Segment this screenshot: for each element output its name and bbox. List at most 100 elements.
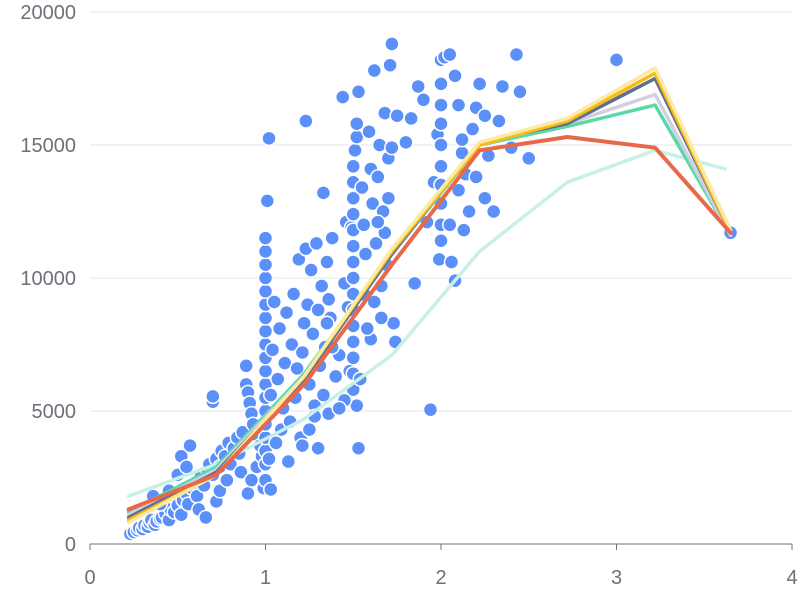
scatter-point[interactable]	[403, 110, 419, 127]
scatter-point[interactable]	[303, 262, 319, 278]
scatter-point[interactable]	[263, 481, 279, 498]
scatter-point[interactable]	[212, 483, 228, 499]
scatter-point[interactable]	[271, 320, 288, 337]
scatter-point[interactable]	[240, 485, 256, 502]
scatter-point[interactable]	[257, 270, 274, 286]
scatter-point[interactable]	[354, 179, 370, 196]
scatter-point[interactable]	[310, 440, 326, 456]
scatter-point[interactable]	[319, 254, 335, 270]
scatter-point[interactable]	[310, 302, 326, 318]
scatter-point[interactable]	[345, 334, 361, 350]
scatter-point[interactable]	[219, 472, 235, 488]
trend-lines[interactable]	[126, 66, 733, 525]
scatter-point[interactable]	[334, 89, 351, 105]
scatter-point[interactable]	[257, 363, 274, 379]
scatter-point[interactable]	[450, 182, 467, 198]
scatter-point[interactable]	[361, 123, 377, 140]
scatter-point[interactable]	[259, 193, 276, 209]
scatter-point[interactable]	[461, 203, 477, 220]
scatter-point[interactable]	[370, 169, 386, 185]
scatter-point[interactable]	[182, 437, 198, 454]
scatter-point[interactable]	[345, 254, 361, 270]
scatter-point[interactable]	[442, 46, 458, 63]
scatter-point[interactable]	[368, 235, 384, 252]
scatter-point[interactable]	[285, 286, 302, 302]
scatter-point[interactable]	[508, 46, 525, 63]
scatter-point[interactable]	[261, 451, 277, 467]
scatter-point[interactable]	[415, 92, 432, 108]
scatter-point[interactable]	[356, 217, 372, 233]
scatter-point[interactable]	[364, 195, 381, 212]
scatter-point[interactable]	[173, 506, 190, 523]
scatter-point[interactable]	[313, 278, 330, 294]
scatter-point[interactable]	[296, 315, 312, 331]
scatter-point[interactable]	[268, 435, 284, 451]
scatter-point[interactable]	[238, 358, 254, 374]
scatter-point[interactable]	[608, 52, 625, 68]
scatter-point[interactable]	[345, 270, 361, 286]
scatter-point[interactable]	[278, 304, 295, 321]
scatter-point[interactable]	[357, 246, 374, 262]
scatter-point[interactable]	[370, 214, 386, 230]
scatter-point[interactable]	[284, 336, 300, 353]
scatter-point[interactable]	[377, 225, 393, 241]
scatter-point[interactable]	[442, 217, 458, 233]
scatter-point[interactable]	[305, 326, 321, 342]
scatter-point[interactable]	[347, 142, 363, 159]
scatter-point[interactable]	[433, 137, 449, 153]
trend-line[interactable]	[126, 135, 733, 512]
scatter-point[interactable]	[491, 113, 507, 129]
scatter-point[interactable]	[261, 130, 277, 147]
scatter-point[interactable]	[294, 437, 311, 454]
scatter-point[interactable]	[257, 230, 274, 246]
scatter-point[interactable]	[359, 320, 376, 337]
scatter-point[interactable]	[433, 97, 449, 113]
scatter-point[interactable]	[345, 350, 361, 366]
scatter-point[interactable]	[319, 315, 335, 331]
scatter-point[interactable]	[384, 139, 400, 156]
scatter-point[interactable]	[471, 76, 488, 92]
scatter-point[interactable]	[398, 134, 414, 151]
scatter-point[interactable]	[389, 107, 405, 124]
scatter-point[interactable]	[257, 323, 274, 339]
scatter-point[interactable]	[380, 190, 397, 206]
scatter-point[interactable]	[263, 387, 279, 403]
scatter-point[interactable]	[327, 368, 344, 385]
scatter-point[interactable]	[384, 36, 400, 52]
scatter-point[interactable]	[433, 158, 449, 175]
scatter-point[interactable]	[464, 121, 481, 137]
scatter-point[interactable]	[291, 251, 307, 268]
scatter-point[interactable]	[345, 238, 361, 254]
scatter-point[interactable]	[366, 294, 383, 310]
scatter-point[interactable]	[422, 401, 439, 418]
scatter-point[interactable]	[345, 158, 361, 175]
scatter-point[interactable]	[198, 509, 214, 526]
scatter-point[interactable]	[301, 421, 318, 438]
scatter-point[interactable]	[382, 57, 398, 73]
scatter-point[interactable]	[243, 472, 260, 488]
scatter-point[interactable]	[433, 233, 449, 249]
scatter-point[interactable]	[264, 342, 281, 358]
scatter-point[interactable]	[410, 78, 426, 95]
scatter-point[interactable]	[433, 115, 449, 132]
scatter-point[interactable]	[331, 400, 347, 417]
scatter-point[interactable]	[324, 230, 340, 246]
scatter-point[interactable]	[406, 275, 423, 292]
scatter-point[interactable]	[289, 360, 305, 377]
scatter-point[interactable]	[308, 235, 325, 252]
scatter-point[interactable]	[345, 206, 361, 222]
scatter-point[interactable]	[468, 169, 484, 185]
scatter-point[interactable]	[345, 190, 361, 206]
scatter-point[interactable]	[447, 68, 463, 84]
scatter-point[interactable]	[494, 78, 511, 95]
scatter-point[interactable]	[280, 453, 297, 470]
scatter-point[interactable]	[349, 115, 365, 132]
scatter-point[interactable]	[433, 76, 449, 92]
scatter-point[interactable]	[477, 190, 493, 206]
scatter-point[interactable]	[450, 97, 467, 113]
scatter-point[interactable]	[350, 440, 367, 456]
scatter-point[interactable]	[205, 388, 221, 405]
scatter-point[interactable]	[257, 243, 274, 260]
scatter-point[interactable]	[454, 131, 470, 148]
scatter-point[interactable]	[270, 371, 286, 387]
